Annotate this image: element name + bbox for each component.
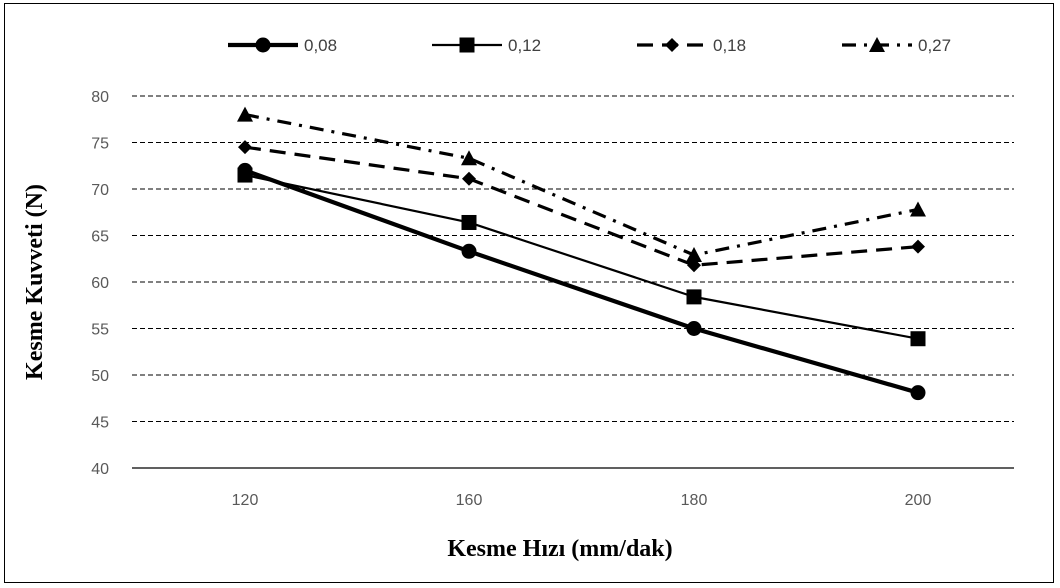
y-tick-50: 50 <box>91 368 109 385</box>
legend-label-0,08: 0,08 <box>304 36 337 55</box>
point-0,08-160 <box>461 243 477 259</box>
series-0,12 <box>237 167 926 347</box>
series-lines <box>237 106 926 401</box>
point-0,12-180 <box>686 289 702 305</box>
y-tick-65: 65 <box>91 229 109 246</box>
legend-label-0,27: 0,27 <box>918 36 951 55</box>
y-tick-45: 45 <box>91 415 109 432</box>
point-0,18-200 <box>911 239 925 254</box>
point-0,27-180 <box>686 247 702 263</box>
legend-label-0,12: 0,12 <box>508 36 541 55</box>
point-0,27-160 <box>461 150 477 166</box>
point-0,27-120 <box>237 106 253 122</box>
y-tick-55: 55 <box>91 322 109 339</box>
point-0,18-160 <box>462 171 476 186</box>
point-0,08-200 <box>910 385 926 401</box>
point-0,08-180 <box>686 321 702 336</box>
legend-item-0,27: 0,27 <box>842 36 951 55</box>
y-tick-80: 80 <box>91 89 109 106</box>
y-tick-60: 60 <box>91 275 109 292</box>
legend-marker-0,08 <box>255 37 271 53</box>
legend-marker-0,18 <box>665 38 679 52</box>
legend-label-0,18: 0,18 <box>713 36 746 55</box>
point-0,27-200 <box>910 201 926 217</box>
legend-item-0,18: 0,18 <box>637 36 746 55</box>
series-0,27 <box>237 106 926 263</box>
legend-marker-0,12 <box>459 37 475 53</box>
y-tick-70: 70 <box>91 182 109 199</box>
series-line-0,18 <box>244 145 919 267</box>
x-tick-120: 120 <box>232 492 259 509</box>
legend-item-0,08: 0,08 <box>228 36 337 55</box>
series-line-0,08 <box>244 168 919 395</box>
y-tick-75: 75 <box>91 136 109 153</box>
chart-frame <box>4 3 1054 583</box>
x-tick-160: 160 <box>456 492 483 509</box>
x-axis-ticks: 120 160 180 200 <box>232 492 932 509</box>
point-0,12-200 <box>910 331 926 347</box>
legend-marker-0,27 <box>869 37 885 52</box>
point-0,12-160 <box>461 214 477 230</box>
series-line-0,27 <box>244 113 919 257</box>
legend: 0,08 0,12 0,18 0,27 <box>228 36 951 55</box>
legend-item-0,12: 0,12 <box>432 36 541 55</box>
x-axis-title: Kesme Hızı (mm/dak) <box>447 536 672 562</box>
series-line-0,12 <box>244 173 919 340</box>
x-tick-200: 200 <box>905 492 932 509</box>
y-axis-title: Kesme Kuvveti (N) <box>22 184 48 380</box>
x-tick-180: 180 <box>681 492 708 509</box>
y-axis-ticks: 40 45 50 55 60 65 70 75 80 <box>91 89 109 478</box>
y-tick-40: 40 <box>91 461 109 478</box>
grid-lines <box>132 95 1014 469</box>
point-0,18-120 <box>238 140 252 155</box>
point-0,12-120 <box>237 167 253 183</box>
